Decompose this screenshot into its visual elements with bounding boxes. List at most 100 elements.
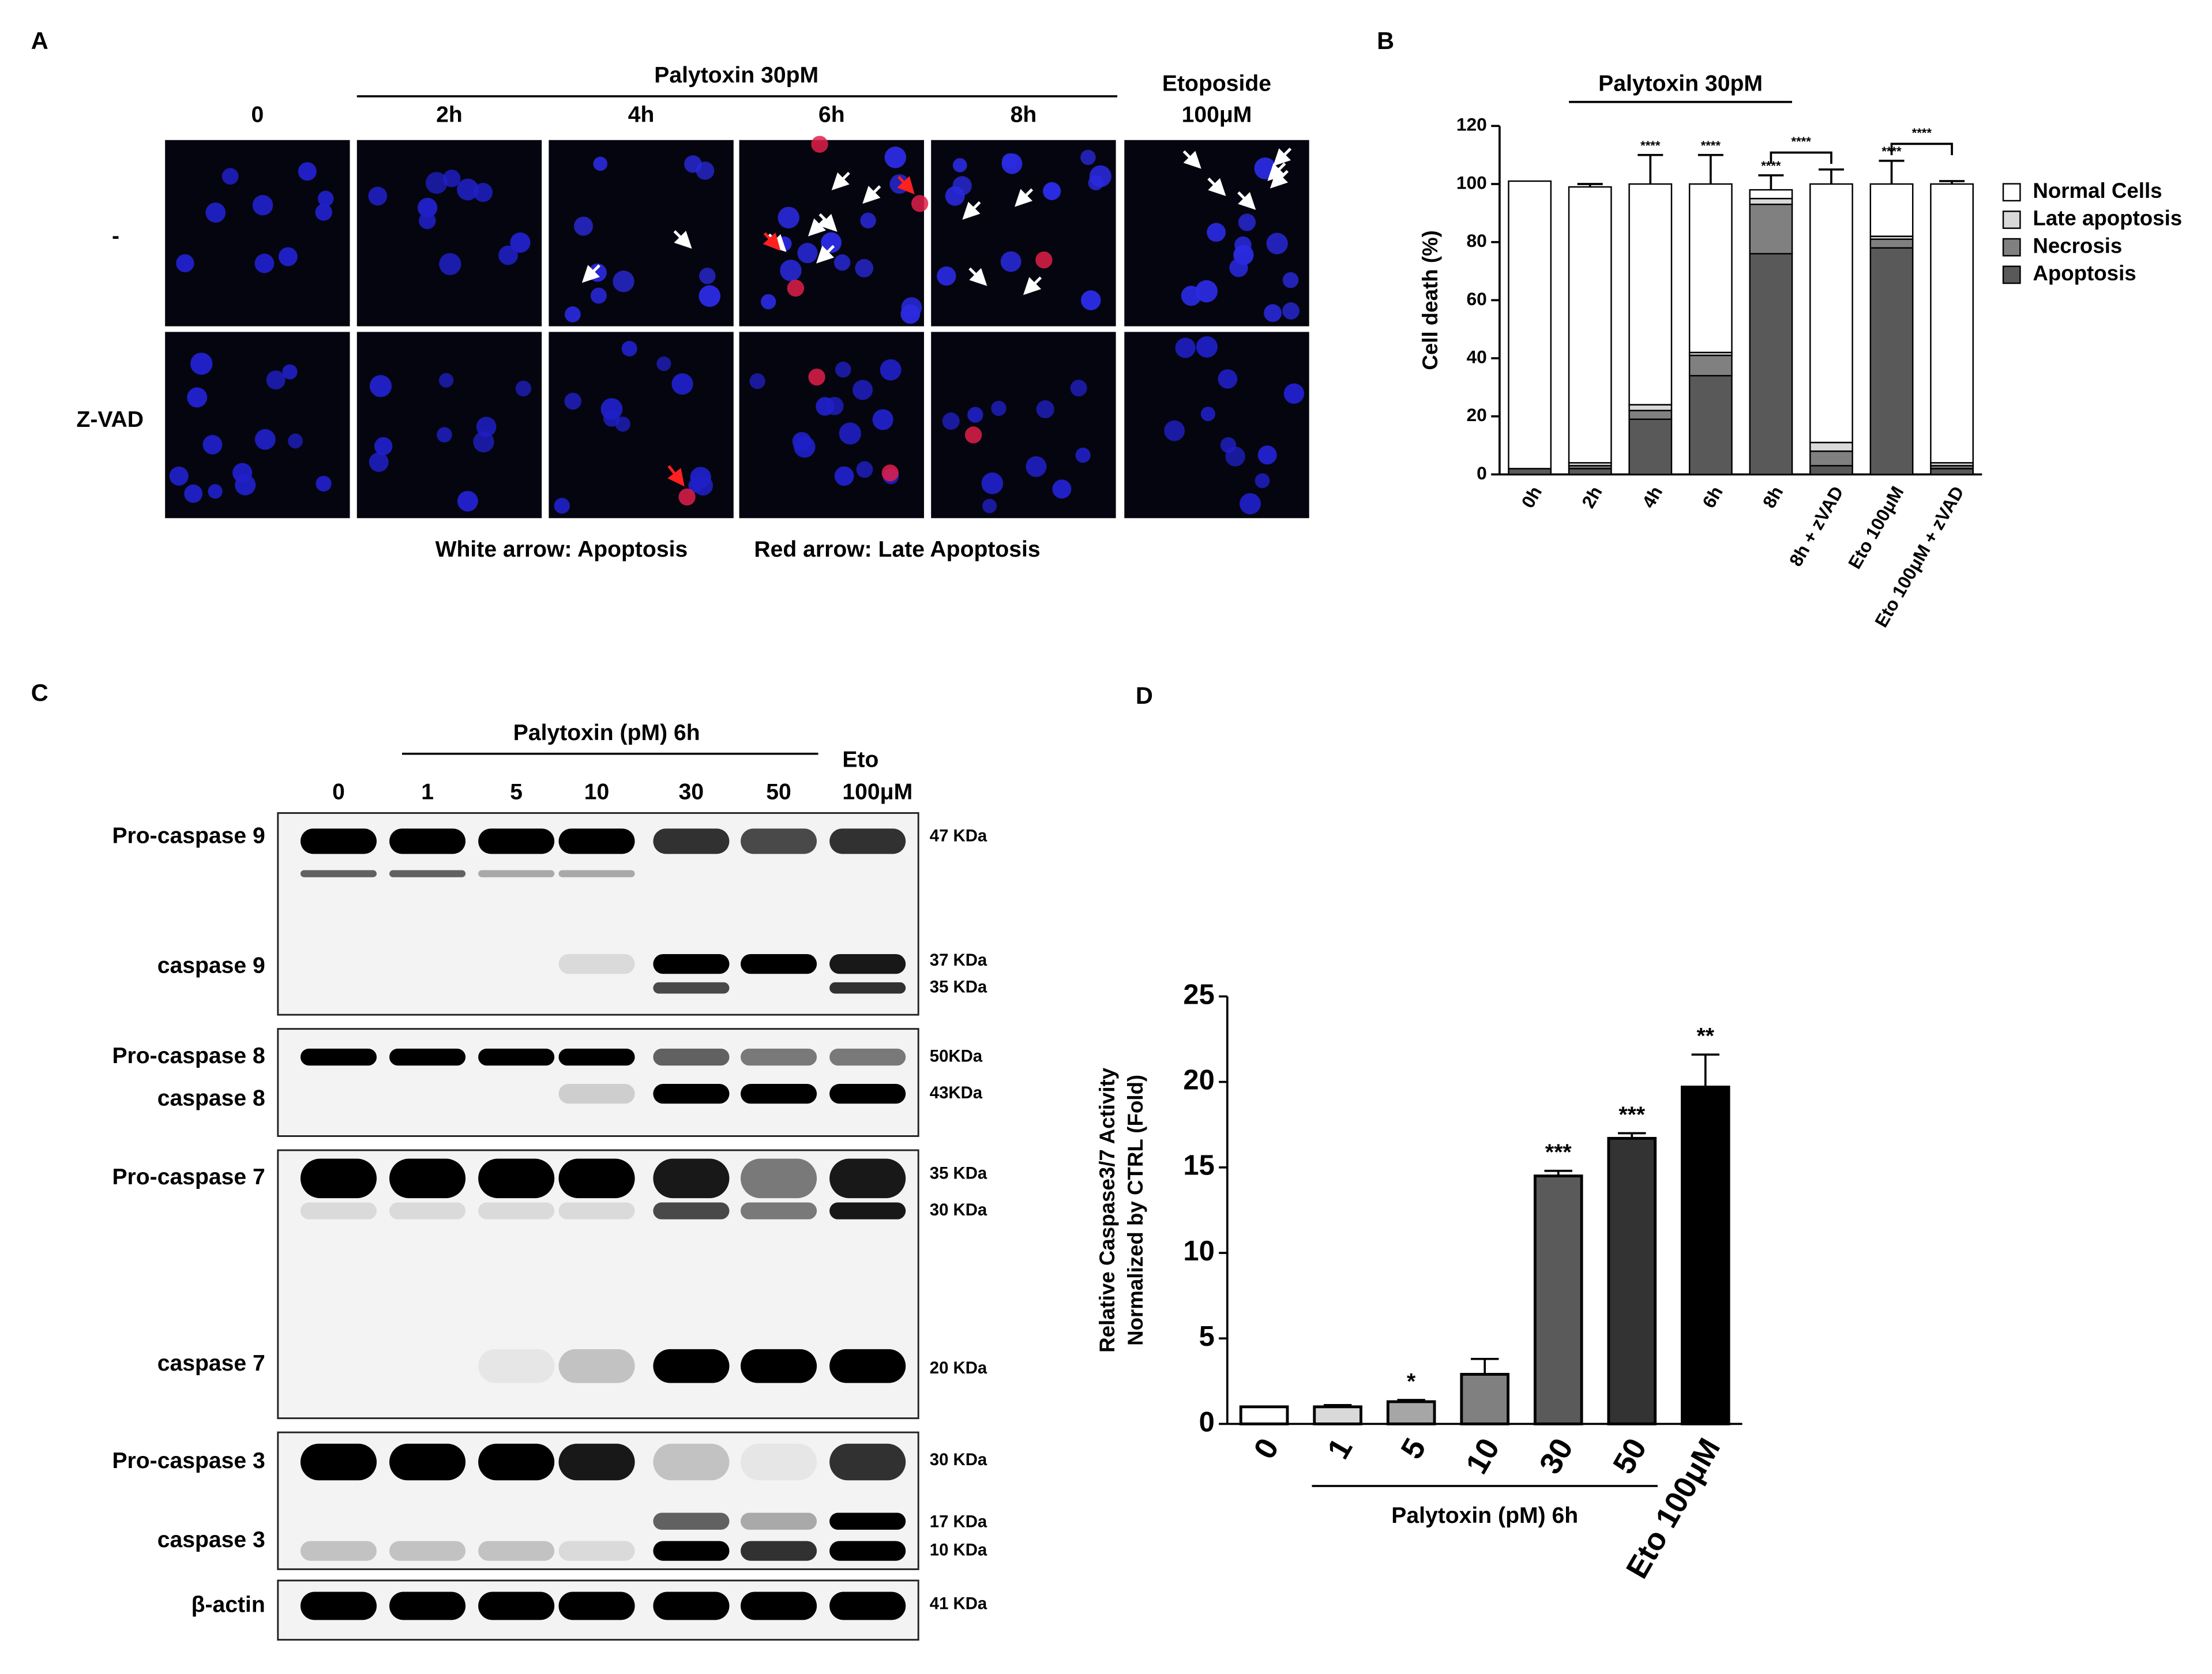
lane-label: 30 <box>679 780 704 805</box>
bar-segment <box>1688 375 1733 475</box>
nucleus <box>457 490 478 512</box>
y-tick-label: 100 <box>1456 172 1487 193</box>
y-tick-label: 20 <box>1183 1065 1214 1096</box>
arrow <box>818 213 838 232</box>
bar-segment <box>1749 189 1793 200</box>
column-label: Etoposide <box>1162 72 1271 96</box>
nucleus <box>1052 479 1072 499</box>
blot-label: Pro-caspase 8 <box>112 1044 265 1068</box>
nucleus <box>1043 182 1061 200</box>
bar-segment <box>1809 450 1853 467</box>
bar-segment <box>1628 410 1673 421</box>
nucleus <box>169 466 189 486</box>
x-tick-label: 6h <box>1698 483 1727 512</box>
band <box>300 870 377 877</box>
bar-segment <box>1749 253 1793 475</box>
bar-segment <box>1869 183 1914 237</box>
blot-label: caspase 8 <box>157 1086 265 1110</box>
nucleus <box>797 243 818 264</box>
bar-segment <box>1688 354 1733 377</box>
nucleus <box>1181 286 1201 306</box>
band <box>653 1541 730 1561</box>
band <box>300 1202 377 1219</box>
nucleus <box>749 373 765 389</box>
band <box>653 1202 730 1219</box>
arrow <box>816 245 835 264</box>
nucleus <box>593 156 608 171</box>
band <box>653 1084 730 1104</box>
y-tick-label: 5 <box>1199 1321 1215 1352</box>
nucleus <box>855 259 874 277</box>
y-tick-label: 0 <box>1477 463 1487 483</box>
nucleus <box>266 370 286 390</box>
nucleus <box>952 158 967 172</box>
band <box>558 954 635 974</box>
nucleus <box>671 373 693 395</box>
nucleus <box>1164 420 1185 441</box>
nucleus <box>1081 290 1101 310</box>
size-marker: 17 KDa <box>930 1512 987 1531</box>
band <box>741 1048 817 1066</box>
micrograph <box>165 140 350 326</box>
nucleus <box>554 498 570 514</box>
lane-label: 0 <box>332 780 345 805</box>
y-tick-label: 25 <box>1183 979 1214 1010</box>
nucleus <box>590 287 607 304</box>
bar <box>1386 1400 1436 1425</box>
lane-label: 5 <box>510 780 523 805</box>
band <box>389 1592 466 1620</box>
nucleus <box>369 452 389 472</box>
nucleus <box>418 197 438 218</box>
panel-label: C <box>31 679 48 706</box>
band <box>741 1592 817 1620</box>
band <box>478 1541 555 1561</box>
nucleus <box>473 431 494 453</box>
nucleus <box>1026 456 1047 477</box>
nucleus <box>317 190 334 207</box>
nucleus <box>315 204 332 221</box>
band <box>389 1158 466 1199</box>
comparison-bracket <box>1890 142 1953 155</box>
bar-segment <box>1568 468 1612 475</box>
band <box>829 1349 906 1383</box>
micrograph <box>356 332 542 519</box>
blot-label: Pro-caspase 7 <box>112 1165 265 1189</box>
panel-label: B <box>1377 27 1394 54</box>
x-tick-label: 50 <box>1606 1432 1654 1480</box>
bar-segment <box>1628 404 1673 411</box>
blot-label: caspase 7 <box>157 1351 265 1376</box>
y-tick-label: 15 <box>1183 1150 1214 1181</box>
band <box>829 982 906 994</box>
size-marker: 30 KDa <box>930 1450 987 1469</box>
nucleus <box>794 436 816 458</box>
band <box>478 1202 555 1219</box>
arrow <box>667 465 685 487</box>
micrograph <box>739 332 924 519</box>
nucleus <box>1283 383 1305 404</box>
band <box>653 1048 730 1066</box>
nucleus <box>573 216 594 236</box>
band <box>653 828 730 854</box>
size-marker: 43KDa <box>930 1083 983 1102</box>
blot-label: Pro-caspase 9 <box>112 823 265 848</box>
x-tick-label: 1 <box>1321 1432 1360 1465</box>
band <box>829 1541 906 1561</box>
nucleus <box>208 484 223 499</box>
size-marker: 35 KDa <box>930 977 987 996</box>
band <box>741 828 817 854</box>
comparison-bracket <box>1770 151 1832 164</box>
nucleus <box>1240 493 1261 515</box>
size-marker: 37 KDa <box>930 951 987 970</box>
band <box>741 1202 817 1219</box>
nucleus <box>900 304 921 324</box>
nucleus <box>176 254 194 273</box>
column-label: 4h <box>628 103 655 127</box>
lane-label: 50 <box>766 780 791 805</box>
band <box>300 1158 377 1199</box>
band <box>829 1158 906 1199</box>
nucleus <box>937 266 956 286</box>
y-axis-title: Relative Caspase3/7 Activity <box>1095 1067 1119 1353</box>
arrow <box>962 201 981 220</box>
band <box>478 1592 555 1620</box>
